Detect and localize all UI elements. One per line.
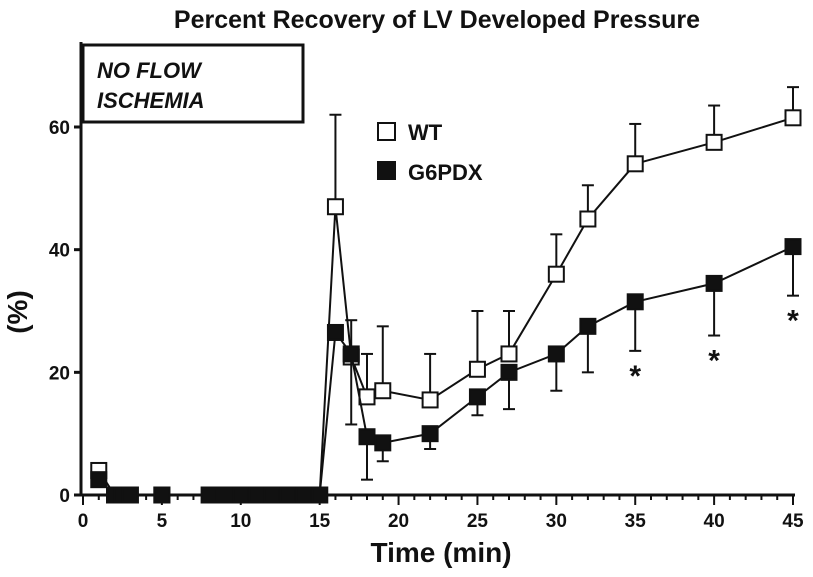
y-axis-label: (%) [2,290,33,334]
legend-g6pdx-label: G6PDX [408,160,483,185]
legend-wt-label: WT [408,120,443,145]
series-layer [90,86,802,504]
g6pdx-data-point [547,345,565,363]
x-axis-label: Time (min) [370,537,511,568]
wt-data-point [500,345,518,363]
wt-data-point [579,210,597,228]
x-tick-label: 5 [157,511,168,532]
g6pdx-data-point [579,317,597,335]
wt-data-point [374,382,392,400]
g6pdx-data-point [200,486,218,504]
y-tick-label: 20 [49,363,70,384]
wt-data-point [468,360,486,378]
x-tick-label: 30 [546,511,567,532]
g6pdx-data-point [311,486,329,504]
g6pdx-data-point [784,238,802,256]
legend-wt-marker [377,122,396,141]
wt-data-point [421,391,439,409]
x-tick-label: 10 [230,511,251,532]
series-wt [90,86,802,504]
x-tick-label: 20 [388,511,409,532]
significance-star: * [708,345,720,378]
x-tick-label: 15 [309,511,331,532]
g6pdx-data-point [90,471,108,489]
y-tick-label: 60 [49,118,70,139]
wt-data-point [547,265,565,283]
series-line [98,245,794,496]
g6pdx-data-point [358,428,376,446]
wt-data-point [705,133,723,151]
g6pdx-data-point [153,486,171,504]
wt-data-point [784,109,802,127]
g6pdx-data-point [705,274,723,292]
g6pdx-data-point [248,486,266,504]
x-tick-label: 40 [704,511,725,532]
g6pdx-data-point [232,486,250,504]
g6pdx-data-point [121,486,139,504]
g6pdx-data-point [626,293,644,311]
wt-data-point [626,155,644,173]
g6pdx-data-point [279,486,297,504]
significance-star: * [787,305,799,338]
g6pdx-data-point [468,388,486,406]
g6pdx-data-point [295,486,313,504]
y-tick-label: 40 [49,241,70,262]
g6pdx-data-point [326,323,344,341]
x-tick-label: 45 [782,511,804,532]
g6pdx-data-point [500,363,518,381]
g6pdx-data-point [263,486,281,504]
chart-title: Percent Recovery of LV Developed Pressur… [174,6,700,34]
x-tick-label: 0 [78,511,89,532]
significance-star: * [629,360,641,393]
ischemia-box-line2: ISCHEMIA [97,88,205,113]
g6pdx-data-point [374,434,392,452]
g6pdx-data-point [216,486,234,504]
wt-data-point [358,388,376,406]
g6pdx-data-point [421,425,439,443]
wt-data-point [326,198,344,216]
legend-g6pdx-marker [377,161,396,180]
significance-layer: * * * [629,305,799,393]
series-g6pdx [90,238,802,504]
x-tick-label: 35 [625,511,647,532]
x-tick-label: 25 [467,511,489,532]
g6pdx-data-point [342,345,360,363]
ischemia-box-line1: NO FLOW [97,58,203,83]
ischemia-box [81,43,305,124]
y-axis-ticks: 0 20 40 60 [49,118,81,507]
y-tick-label: 0 [59,486,70,507]
x-axis-ticks: 0 5 10 15 20 25 30 35 40 45 [78,495,804,532]
